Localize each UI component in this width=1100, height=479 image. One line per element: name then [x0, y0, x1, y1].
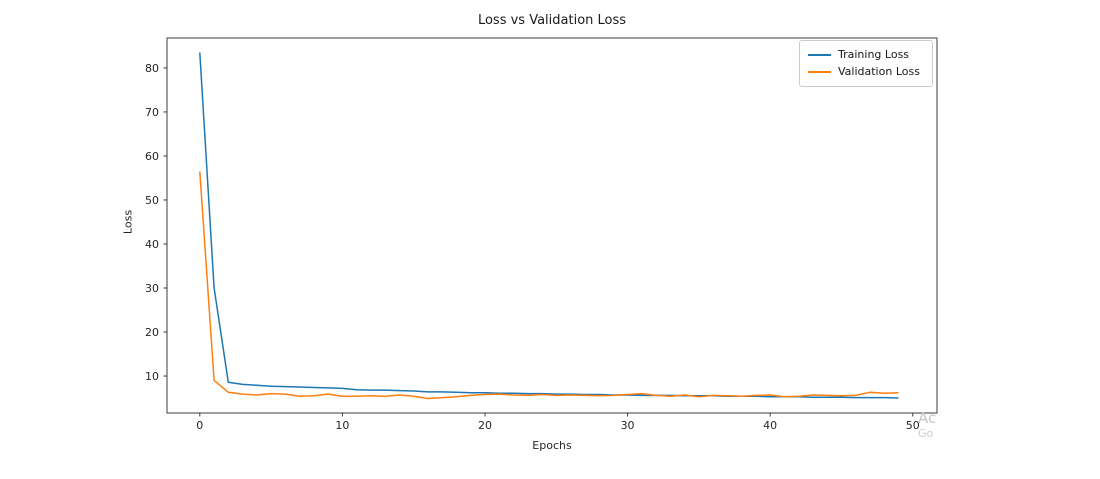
x-tick-label: 30 [621, 419, 635, 432]
legend-item-validation-loss: Validation Loss [808, 63, 924, 80]
y-tick-label: 70 [145, 106, 159, 119]
y-tick-label: 40 [145, 238, 159, 251]
x-tick-label: 20 [478, 419, 492, 432]
validation-loss-line-swatch [808, 70, 831, 73]
y-tick-label: 20 [145, 326, 159, 339]
y-tick-label: 80 [145, 62, 159, 75]
legend-item-training-loss: Training Loss [808, 46, 924, 63]
x-tick-label: 50 [906, 419, 920, 432]
legend-label-training-loss: Training Loss [838, 48, 910, 61]
axes-spines [166, 37, 938, 414]
legend-label-validation-loss: Validation Loss [838, 65, 920, 78]
x-tick-label: 10 [335, 419, 349, 432]
validation-loss-line [199, 171, 899, 400]
x-tick-label: 0 [196, 419, 203, 432]
training-loss-line [199, 52, 899, 399]
chart-title: Loss vs Validation Loss [477, 13, 627, 28]
legend-box: Training Loss Validation Loss [799, 40, 933, 87]
y-tick-label: 50 [145, 194, 159, 207]
y-tick-label: 30 [145, 282, 159, 295]
y-tick-label: 60 [145, 150, 159, 163]
x-axis-label: Epochs [532, 439, 572, 452]
y-axis-label: Loss [121, 209, 135, 235]
training-loss-line-swatch [808, 53, 831, 56]
y-tick-label: 10 [145, 370, 159, 383]
x-tick-label: 40 [763, 419, 777, 432]
